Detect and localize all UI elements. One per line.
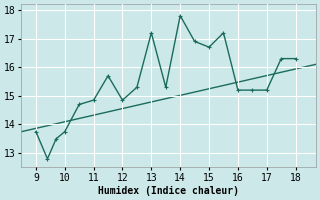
X-axis label: Humidex (Indice chaleur): Humidex (Indice chaleur) [98,186,239,196]
